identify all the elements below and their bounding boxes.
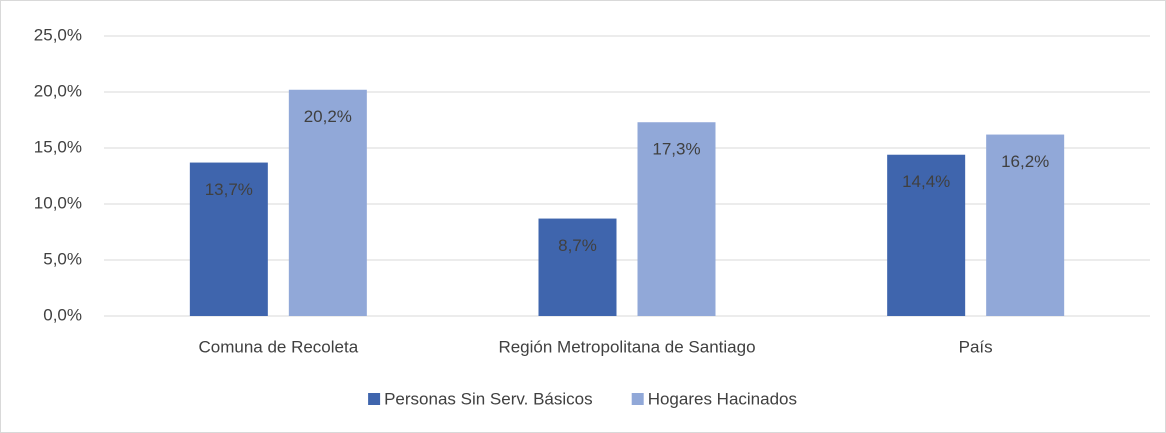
data-label: 13,7%	[205, 180, 253, 199]
y-tick-label: 0,0%	[43, 305, 82, 324]
y-tick-label: 25,0%	[34, 25, 82, 44]
legend-label: Hogares Hacinados	[648, 389, 797, 408]
x-tick-label: Región Metropolitana de Santiago	[498, 337, 755, 356]
y-tick-label: 5,0%	[43, 249, 82, 268]
bar	[538, 218, 617, 316]
data-label: 20,2%	[304, 107, 352, 126]
data-label: 17,3%	[652, 140, 700, 159]
y-tick-label: 20,0%	[34, 81, 82, 100]
x-tick-label: Comuna de Recoleta	[198, 337, 358, 356]
y-tick-label: 10,0%	[34, 193, 82, 212]
bar	[637, 122, 716, 317]
x-tick-label: País	[959, 337, 993, 356]
legend-swatch	[368, 393, 381, 405]
data-label: 14,4%	[902, 172, 950, 191]
bar	[189, 162, 268, 316]
bar	[288, 89, 367, 316]
y-tick-label: 15,0%	[34, 137, 82, 156]
legend-swatch	[631, 393, 644, 405]
bar	[986, 134, 1065, 316]
data-label: 16,2%	[1001, 152, 1049, 171]
legend-label: Personas Sin Serv. Básicos	[384, 389, 592, 408]
data-label: 8,7%	[558, 236, 597, 255]
bar	[887, 154, 966, 316]
